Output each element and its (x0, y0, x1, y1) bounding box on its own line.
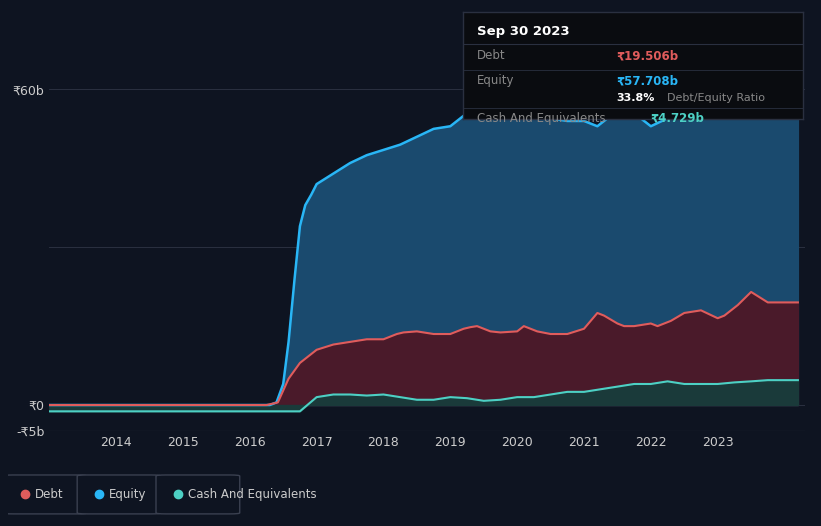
Text: Sep 30 2023: Sep 30 2023 (477, 25, 569, 38)
FancyBboxPatch shape (77, 475, 161, 514)
Text: ₹57.708b: ₹57.708b (616, 74, 678, 87)
Text: Cash And Equivalents: Cash And Equivalents (188, 488, 317, 501)
Text: Equity: Equity (109, 488, 147, 501)
Text: Debt: Debt (35, 488, 64, 501)
Text: Cash And Equivalents: Cash And Equivalents (477, 112, 605, 125)
FancyBboxPatch shape (3, 475, 87, 514)
Text: Debt: Debt (477, 49, 505, 63)
Text: 33.8%: 33.8% (616, 93, 654, 103)
Text: ₹19.506b: ₹19.506b (616, 49, 678, 63)
Text: ₹4.729b: ₹4.729b (650, 112, 704, 125)
Text: Debt/Equity Ratio: Debt/Equity Ratio (667, 93, 765, 103)
FancyBboxPatch shape (156, 475, 240, 514)
Text: Equity: Equity (477, 74, 514, 87)
